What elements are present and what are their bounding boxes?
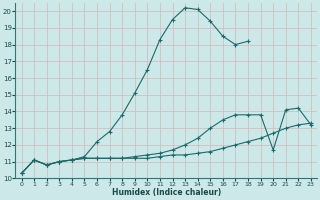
X-axis label: Humidex (Indice chaleur): Humidex (Indice chaleur)	[112, 188, 221, 197]
